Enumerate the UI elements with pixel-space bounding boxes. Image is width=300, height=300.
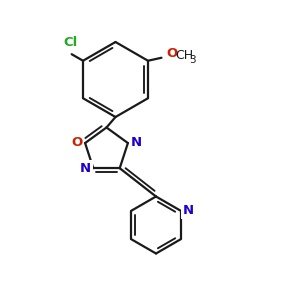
Text: O: O [166, 47, 177, 60]
Text: Cl: Cl [63, 36, 77, 49]
Text: CH: CH [175, 49, 193, 62]
Text: N: N [131, 136, 142, 149]
Text: O: O [71, 136, 82, 149]
Text: 3: 3 [189, 55, 196, 65]
Text: N: N [183, 204, 194, 217]
Text: N: N [79, 162, 90, 175]
